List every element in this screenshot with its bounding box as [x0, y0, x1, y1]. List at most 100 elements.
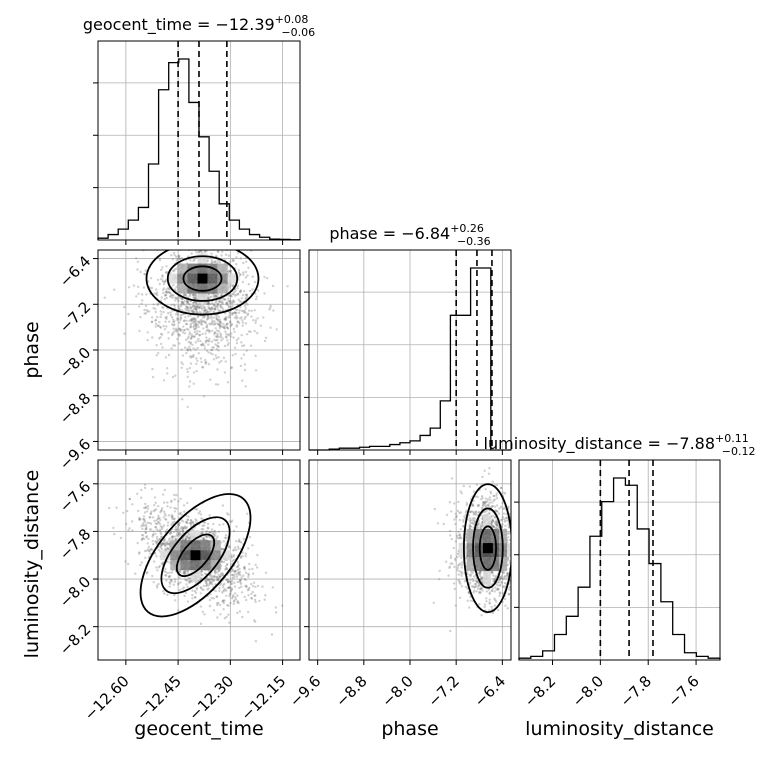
scatter-point: [208, 302, 212, 306]
scatter-point: [230, 520, 233, 524]
scatter-point: [215, 316, 218, 320]
scatter-point: [215, 595, 218, 598]
scatter-point: [207, 577, 210, 581]
scatter-point: [195, 325, 198, 328]
scatter-point: [504, 604, 507, 607]
scatter-point: [184, 571, 187, 575]
scatter-point: [218, 322, 222, 325]
scatter-point: [184, 293, 187, 296]
scatter-point: [138, 305, 141, 308]
scatter-point: [222, 560, 226, 564]
scatter-point: [241, 280, 244, 284]
scatter-point: [216, 535, 219, 538]
scatter-point: [457, 564, 460, 567]
scatter-point: [504, 519, 507, 522]
scatter-point: [246, 274, 249, 277]
scatter-point: [515, 542, 517, 544]
scatter-point: [479, 524, 482, 527]
scatter-point: [249, 344, 253, 347]
scatter-point: [229, 570, 233, 573]
scatter-point: [178, 334, 181, 337]
scatter-point: [492, 580, 495, 583]
scatter-point: [165, 315, 168, 319]
scatter-point: [460, 574, 463, 577]
scatter-point: [177, 307, 181, 311]
scatter-point: [141, 527, 144, 531]
scatter-point: [223, 326, 226, 329]
scatter-point: [216, 577, 219, 580]
scatter-point: [235, 314, 238, 317]
scatter-point: [243, 317, 246, 320]
scatter-point: [192, 301, 196, 304]
scatter-point: [225, 567, 228, 570]
scatter-point: [177, 298, 180, 301]
scatter-point: [231, 519, 234, 522]
scatter-point: [495, 510, 499, 513]
density-bin: [217, 283, 228, 294]
scatter-point: [209, 323, 212, 326]
scatter-point: [149, 528, 153, 531]
scatter-point: [507, 505, 510, 508]
scatter-point: [136, 541, 139, 545]
scatter-point: [235, 317, 238, 320]
scatter-point: [164, 530, 167, 533]
scatter-point: [226, 512, 229, 515]
scatter-point: [136, 260, 140, 263]
scatter-point: [254, 243, 256, 245]
scatter-point: [219, 294, 223, 297]
scatter-point: [148, 550, 151, 553]
scatter-point: [216, 305, 219, 308]
density-bin: [482, 529, 491, 544]
scatter-point: [229, 335, 232, 338]
scatter-point: [216, 603, 219, 607]
scatter-point: [221, 302, 224, 306]
scatter-point: [233, 570, 236, 573]
scatter-point: [258, 599, 261, 603]
scatter-point: [487, 472, 491, 475]
scatter-point: [175, 267, 178, 270]
scatter-point: [211, 579, 214, 583]
scatter-point: [187, 309, 190, 313]
scatter-point: [145, 525, 148, 528]
scatter-point: [158, 259, 162, 262]
scatter-point: [521, 519, 523, 521]
scatter-point: [247, 547, 250, 550]
scatter-point: [515, 569, 517, 571]
scatter-point: [225, 536, 228, 540]
scatter-point: [230, 366, 233, 369]
scatter-point: [219, 309, 222, 313]
scatter-point: [210, 252, 213, 255]
scatter-point: [199, 592, 202, 595]
scatter-point: [228, 586, 231, 589]
scatter-point: [115, 506, 118, 509]
scatter-point: [216, 303, 219, 307]
scatter-point: [231, 579, 234, 583]
scatter-point: [172, 251, 176, 255]
scatter-point: [188, 294, 191, 298]
scatter-point: [249, 330, 252, 333]
scatter-point: [192, 353, 195, 357]
scatter-point: [229, 586, 232, 589]
scatter-point: [523, 539, 525, 541]
scatter-point: [520, 517, 522, 519]
scatter-point: [176, 533, 179, 536]
scatter-point: [161, 288, 165, 291]
scatter-point: [200, 323, 204, 326]
scatter-point: [218, 576, 221, 579]
scatter-point: [162, 280, 165, 284]
scatter-point: [146, 571, 149, 574]
scatter-point: [220, 359, 223, 363]
scatter-point: [474, 582, 478, 586]
scatter-point: [213, 575, 216, 578]
scatter-point: [247, 266, 250, 269]
scatter-point: [496, 584, 499, 587]
scatter-point: [149, 552, 152, 555]
contour-line: [166, 255, 239, 302]
scatter-point: [207, 311, 210, 314]
scatter-point: [244, 297, 247, 301]
scatter-point: [214, 260, 217, 264]
scatter-point: [199, 339, 202, 343]
scatter-point: [168, 288, 171, 291]
x-axis-label-luminosity-distance: luminosity_distance: [525, 718, 714, 740]
scatter-point: [238, 309, 241, 312]
